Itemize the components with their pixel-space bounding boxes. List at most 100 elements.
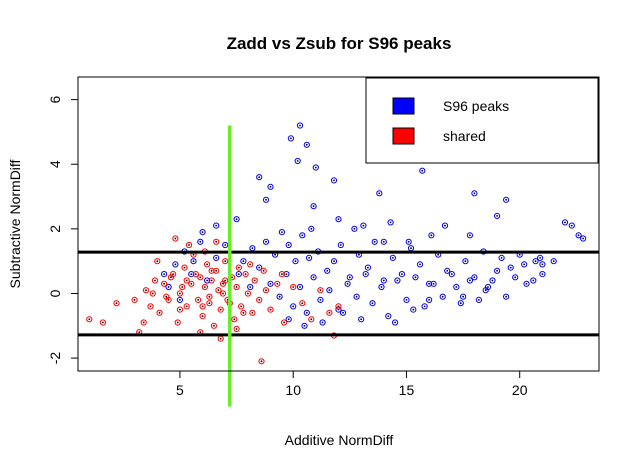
point-center-s96-peaks-117 — [242, 260, 245, 263]
point-s96-peaks-69 — [317, 296, 324, 303]
point-s96-peaks-35 — [324, 267, 331, 274]
point-shared-52 — [335, 303, 342, 310]
point-s96-peaks-42 — [380, 277, 387, 284]
point-center-s96-peaks-90 — [505, 295, 507, 298]
point-s96-peaks-24 — [387, 219, 394, 226]
point-shared-8 — [156, 309, 163, 316]
point-center-s96-peaks-113 — [215, 257, 218, 259]
point-center-s96-peaks-58 — [525, 282, 528, 285]
point-s96-peaks-12 — [503, 196, 510, 203]
point-center-shared-4 — [138, 331, 141, 334]
point-center-s96-peaks-8 — [378, 192, 381, 195]
point-shared-49 — [308, 316, 315, 323]
point-shared-5 — [142, 287, 150, 294]
point-center-s96-peaks-19 — [469, 234, 471, 237]
point-center-s96-peaks-40 — [367, 266, 369, 269]
point-s96-peaks-77 — [385, 313, 392, 320]
point-s96-peaks-46 — [416, 261, 424, 268]
point-shared-74 — [278, 271, 285, 278]
point-center-shared-32 — [231, 276, 233, 279]
y-axis: -2 0 2 4 6 — [47, 96, 79, 364]
point-center-shared-68 — [194, 273, 197, 275]
point-center-shared-7 — [154, 279, 156, 282]
point-s96-peaks-91 — [512, 274, 519, 281]
legend-swatch-s96 — [392, 97, 415, 115]
point-center-s96-peaks-22 — [337, 218, 340, 221]
point-center-shared-12 — [176, 321, 179, 324]
point-center-s96-peaks-23 — [362, 224, 365, 227]
point-center-s96-peaks-125 — [552, 260, 555, 263]
point-center-s96-peaks-35 — [326, 269, 329, 272]
point-s96-peaks-78 — [394, 277, 401, 284]
point-s96-peaks-52 — [471, 274, 478, 281]
point-s96-peaks-72 — [344, 280, 351, 287]
point-center-shared-70 — [181, 286, 184, 288]
point-shared-6 — [147, 303, 154, 310]
point-center-shared-15 — [185, 305, 188, 308]
point-center-shared-51 — [328, 311, 331, 314]
point-center-s96-peaks-43 — [392, 257, 394, 259]
point-center-s96-peaks-105 — [174, 263, 177, 266]
point-s96-peaks-0 — [296, 122, 304, 129]
point-center-s96-peaks-100 — [342, 311, 344, 314]
point-s96-peaks-70 — [326, 287, 333, 294]
point-center-shared-72 — [249, 263, 252, 266]
point-s96-peaks-30 — [285, 241, 292, 249]
x-tick-label-5: 5 — [176, 382, 184, 398]
point-shared-21 — [201, 283, 208, 291]
legend-label-s96: S96 peaks — [443, 98, 509, 114]
point-shared-23 — [206, 300, 213, 307]
point-center-s96-peaks-9 — [265, 198, 267, 201]
point-center-shared-9 — [163, 282, 166, 285]
point-s96-peaks-121 — [351, 225, 358, 232]
point-s96-peaks-64 — [283, 271, 290, 278]
point-shared-57 — [172, 235, 179, 242]
point-center-shared-48 — [301, 302, 304, 305]
point-center-s96-peaks-88 — [487, 286, 489, 288]
point-center-shared-3 — [133, 299, 136, 301]
point-center-s96-peaks-126 — [539, 257, 541, 259]
point-center-s96-peaks-5 — [258, 176, 261, 179]
point-center-s96-peaks-74 — [364, 273, 367, 275]
point-shared-42 — [260, 267, 267, 274]
point-center-s96-peaks-121 — [353, 227, 356, 230]
legend-box — [365, 77, 599, 164]
point-s96-peaks-119 — [235, 271, 242, 278]
point-center-s96-peaks-57 — [518, 253, 521, 256]
point-s96-peaks-21 — [213, 222, 220, 229]
point-s96-peaks-75 — [369, 300, 376, 307]
point-s96-peaks-84 — [448, 271, 455, 278]
point-center-s96-peaks-84 — [450, 273, 453, 275]
point-s96-peaks-99 — [392, 319, 399, 326]
point-s96-peaks-44 — [398, 271, 405, 278]
point-center-s96-peaks-33 — [308, 257, 310, 259]
point-center-s96-peaks-94 — [541, 263, 544, 266]
point-center-shared-42 — [262, 269, 265, 272]
point-center-s96-peaks-32 — [301, 234, 304, 237]
point-shared-12 — [174, 319, 181, 326]
point-center-s96-peaks-36 — [333, 260, 335, 263]
point-center-shared-52 — [337, 305, 340, 308]
point-shared-70 — [179, 283, 186, 291]
point-s96-peaks-117 — [240, 258, 247, 265]
point-center-s96-peaks-14 — [444, 224, 446, 227]
point-shared-27 — [215, 287, 222, 294]
point-s96-peaks-14 — [441, 222, 449, 229]
point-center-shared-77 — [185, 279, 188, 282]
point-shared-1 — [99, 319, 107, 326]
point-center-s96-peaks-20 — [235, 218, 238, 221]
point-s96-peaks-47 — [426, 280, 433, 287]
point-s96-peaks-107 — [188, 271, 195, 278]
point-center-shared-43 — [260, 360, 263, 363]
point-s96-peaks-103 — [460, 293, 467, 300]
point-s96-peaks-6 — [330, 177, 338, 184]
point-s96-peaks-76 — [378, 283, 385, 291]
point-center-shared-71 — [165, 295, 168, 298]
x-tick-label-15: 15 — [399, 382, 415, 398]
point-shared-72 — [247, 261, 254, 268]
point-shared-62 — [140, 319, 147, 326]
point-center-s96-peaks-54 — [491, 279, 494, 282]
point-s96-peaks-62 — [267, 280, 274, 287]
point-center-s96-peaks-37 — [339, 244, 342, 246]
